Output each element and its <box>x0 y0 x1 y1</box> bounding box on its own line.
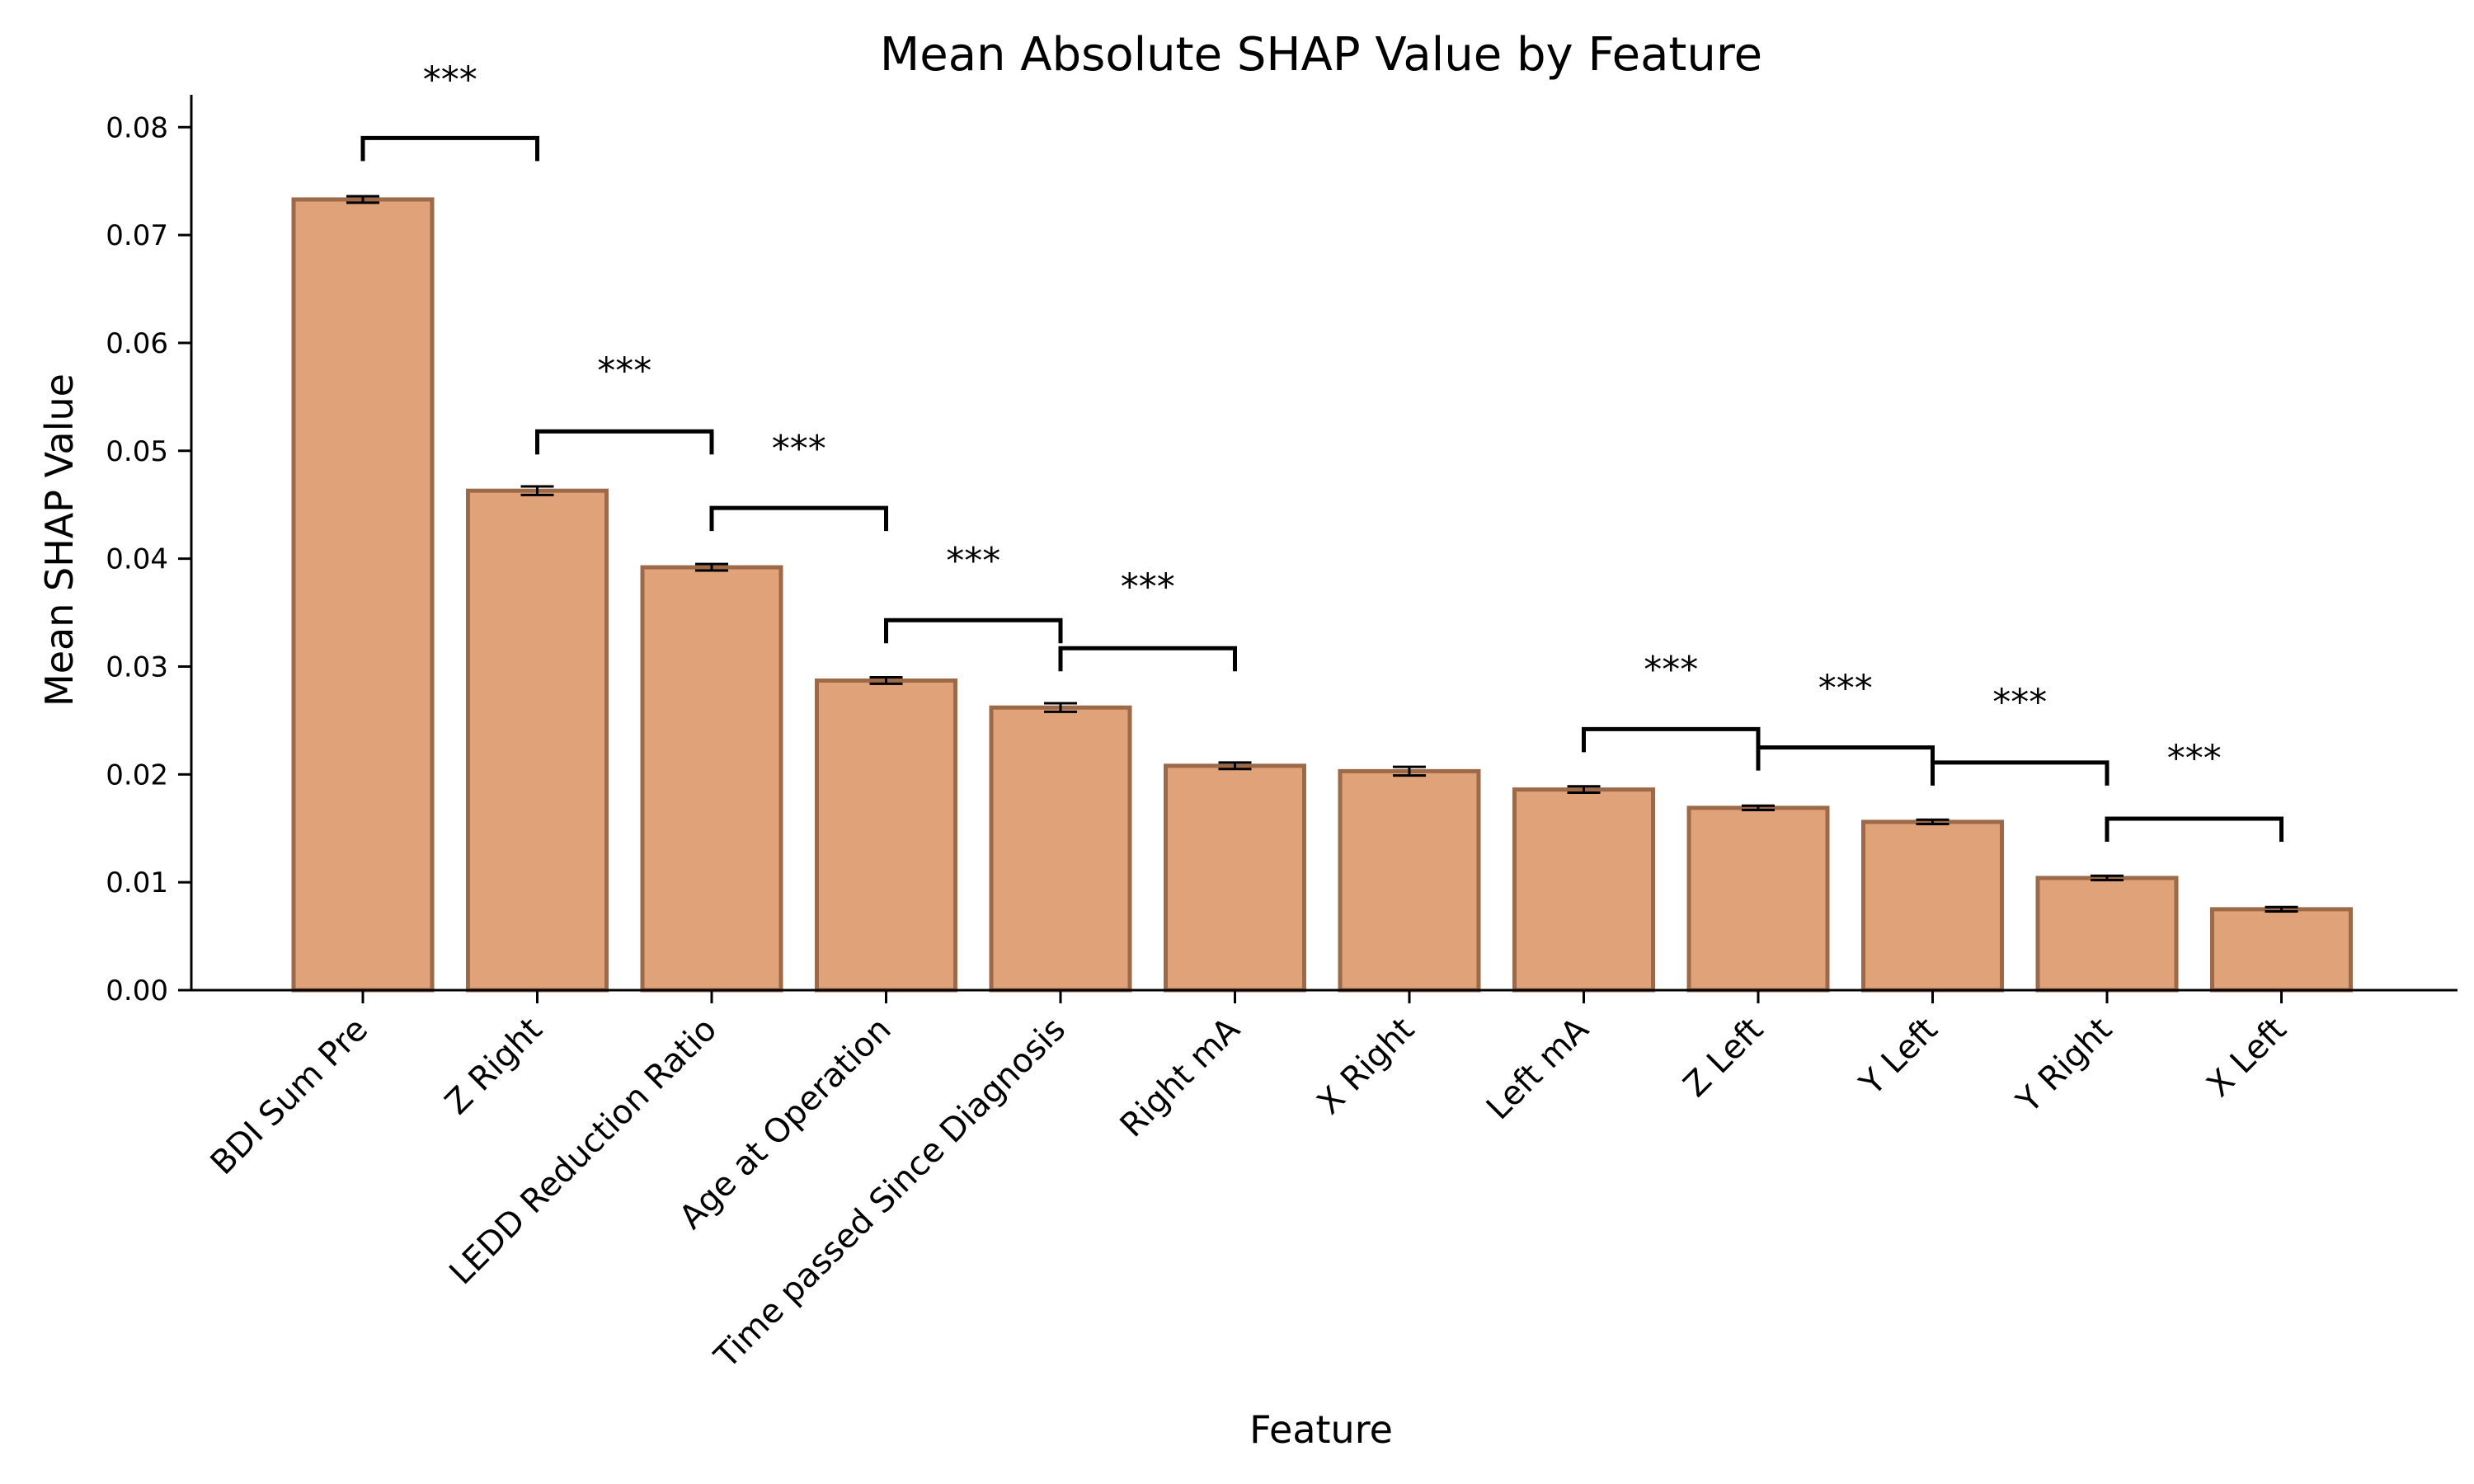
x-tick-label: X Left <box>2199 1011 2293 1105</box>
bar <box>640 565 783 993</box>
bar <box>466 488 609 993</box>
significance-bracket <box>709 505 888 532</box>
bar <box>1164 763 1306 993</box>
bar <box>1861 819 2004 993</box>
significance-bracket <box>360 135 539 162</box>
significance-bracket <box>1756 745 1935 771</box>
y-tick-label: 0.01 <box>106 866 168 899</box>
significance-label: *** <box>1992 681 2047 723</box>
significance-bracket <box>1058 646 1237 672</box>
x-tick-label: Y Left <box>1852 1011 1945 1104</box>
x-axis-label: Feature <box>1249 1407 1393 1452</box>
y-tick-label: 0.02 <box>106 758 168 791</box>
significance-label: *** <box>2167 737 2222 779</box>
bar <box>1686 805 1830 993</box>
significance-label: *** <box>946 540 1000 582</box>
significance-bracket <box>535 429 714 455</box>
bar <box>2210 907 2353 993</box>
x-tick-label: Z Left <box>1677 1011 1771 1105</box>
significance-bracket <box>2105 816 2284 842</box>
y-tick-label: 0.03 <box>106 650 168 683</box>
y-tick-label: 0.06 <box>106 327 168 360</box>
y-tick-label: 0.05 <box>106 435 168 468</box>
significance-label: *** <box>597 350 651 392</box>
significance-label: *** <box>423 59 477 101</box>
bar <box>291 197 435 993</box>
x-tick-label: Y Right <box>2009 1011 2119 1121</box>
x-tick-label: Right mA <box>1113 1010 1248 1144</box>
y-tick-label: 0.07 <box>106 219 168 252</box>
significance-bracket <box>1931 760 2109 786</box>
significance-label: *** <box>1121 566 1175 608</box>
significance-bracket <box>884 618 1063 644</box>
significance-label: *** <box>1818 667 1873 709</box>
x-tick-label: X Right <box>1310 1011 1422 1122</box>
chart-title: Mean Absolute SHAP Value by Feature <box>880 28 1762 82</box>
bar <box>1338 768 1481 993</box>
bar <box>1512 787 1655 993</box>
y-tick-label: 0.04 <box>106 543 168 576</box>
x-tick-label: Left mA <box>1479 1010 1597 1127</box>
bar <box>815 678 957 993</box>
y-axis-label: Mean SHAP Value <box>37 373 82 707</box>
y-tick-label: 0.08 <box>106 111 168 144</box>
significance-label: *** <box>772 428 826 470</box>
x-tick-label: Z Right <box>438 1011 549 1122</box>
x-tick-label: Time passed Since Diagnosis <box>707 1011 1073 1377</box>
y-tick-label: 0.00 <box>106 974 168 1007</box>
bar <box>2035 876 2179 993</box>
bar <box>989 705 1132 993</box>
x-tick-label: BDI Sum Pre <box>204 1011 375 1182</box>
significance-bracket <box>1582 726 1761 753</box>
significance-label: *** <box>1644 649 1698 691</box>
